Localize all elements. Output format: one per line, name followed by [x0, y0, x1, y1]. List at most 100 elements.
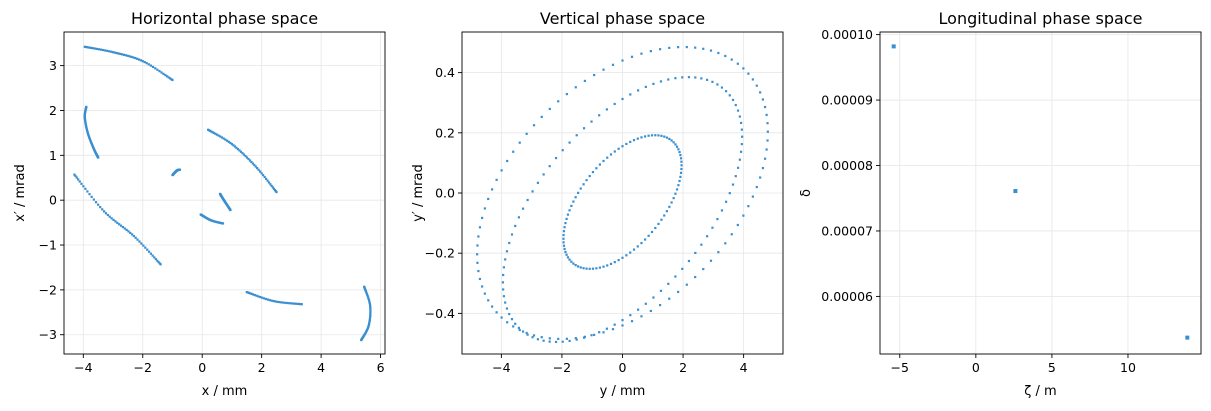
data-point — [254, 165, 257, 168]
data-point — [113, 51, 116, 54]
data-point — [554, 340, 558, 344]
data-point — [591, 170, 595, 174]
x-tick-label: −4 — [74, 360, 92, 375]
data-point — [605, 108, 608, 111]
data-point — [649, 50, 652, 53]
data-point — [585, 267, 588, 270]
data-point — [761, 98, 765, 101]
data-point — [73, 173, 76, 176]
data-point — [366, 293, 369, 296]
data-point — [709, 259, 713, 262]
data-point — [609, 153, 613, 156]
data-point — [582, 267, 585, 270]
data-point — [590, 120, 593, 123]
x-axis-label: ζ / m — [1024, 384, 1056, 399]
data-point — [747, 205, 750, 208]
data-point — [159, 263, 162, 266]
data-point — [267, 181, 271, 184]
data-point — [86, 190, 89, 193]
data-point — [761, 166, 765, 170]
data-point — [643, 238, 647, 241]
data-point — [132, 234, 135, 238]
data-point — [702, 267, 705, 271]
data-point — [106, 49, 109, 52]
data-point — [84, 187, 87, 190]
data-point — [557, 337, 560, 341]
data-point — [238, 149, 241, 152]
data-points — [476, 45, 769, 344]
data-point — [156, 259, 159, 262]
data-point — [365, 291, 368, 294]
data-point — [92, 198, 95, 201]
data-point — [611, 328, 615, 331]
data-point — [143, 60, 146, 64]
x-tick-label: 2 — [679, 360, 687, 375]
data-point — [598, 331, 601, 334]
data-point — [512, 325, 515, 328]
data-point — [126, 54, 129, 57]
data-point — [271, 186, 274, 189]
data-point — [747, 72, 750, 75]
data-point — [476, 253, 479, 256]
data-point — [512, 150, 515, 153]
data-point — [502, 273, 505, 277]
data-point — [677, 46, 680, 49]
data-point — [525, 132, 528, 135]
y-axis-label: δ — [799, 189, 814, 197]
data-point — [97, 156, 100, 159]
data-point — [266, 298, 270, 301]
data-point — [554, 156, 558, 160]
data-point — [293, 302, 297, 305]
data-point — [276, 300, 279, 303]
data-point — [114, 220, 117, 223]
data-point — [636, 137, 639, 140]
data-point — [290, 302, 293, 305]
data-point — [621, 145, 624, 148]
data-point — [736, 62, 739, 65]
data-point — [674, 143, 677, 146]
data-point — [572, 262, 575, 265]
data-point — [574, 337, 577, 340]
data-point — [731, 98, 735, 102]
x-tick-label: −5 — [891, 360, 909, 375]
data-point — [178, 168, 182, 171]
data-point — [233, 145, 237, 148]
data-point — [500, 316, 503, 319]
data-point — [668, 137, 671, 141]
data-point — [249, 292, 252, 295]
data-point — [255, 294, 258, 297]
data-point — [1185, 335, 1190, 340]
data-point — [141, 60, 144, 63]
data-point — [253, 293, 256, 297]
data-point — [659, 303, 662, 307]
data-point — [286, 301, 289, 305]
data-point — [368, 319, 371, 323]
data-point — [483, 292, 486, 295]
y-tick-label: −1 — [39, 238, 57, 253]
data-point — [157, 261, 160, 264]
data-point — [369, 308, 372, 311]
data-point — [227, 140, 230, 143]
data-point — [275, 191, 278, 194]
data-point — [751, 78, 754, 81]
data-point — [709, 49, 713, 52]
data-point — [147, 63, 150, 66]
data-point — [680, 164, 683, 167]
data-point — [124, 54, 128, 57]
data-point — [222, 137, 225, 140]
data-point — [266, 179, 269, 182]
data-point — [118, 223, 121, 226]
data-point — [593, 333, 596, 336]
data-point — [668, 46, 671, 49]
data-point — [640, 52, 643, 55]
data-point — [369, 304, 372, 307]
data-point — [517, 216, 521, 219]
data-point — [598, 163, 602, 166]
data-point — [588, 174, 591, 178]
x-tick-label: 5 — [1048, 360, 1056, 375]
data-point — [160, 71, 163, 74]
data-point — [246, 291, 249, 294]
data-point — [300, 303, 303, 306]
data-point — [724, 200, 728, 203]
data-point — [621, 97, 624, 101]
